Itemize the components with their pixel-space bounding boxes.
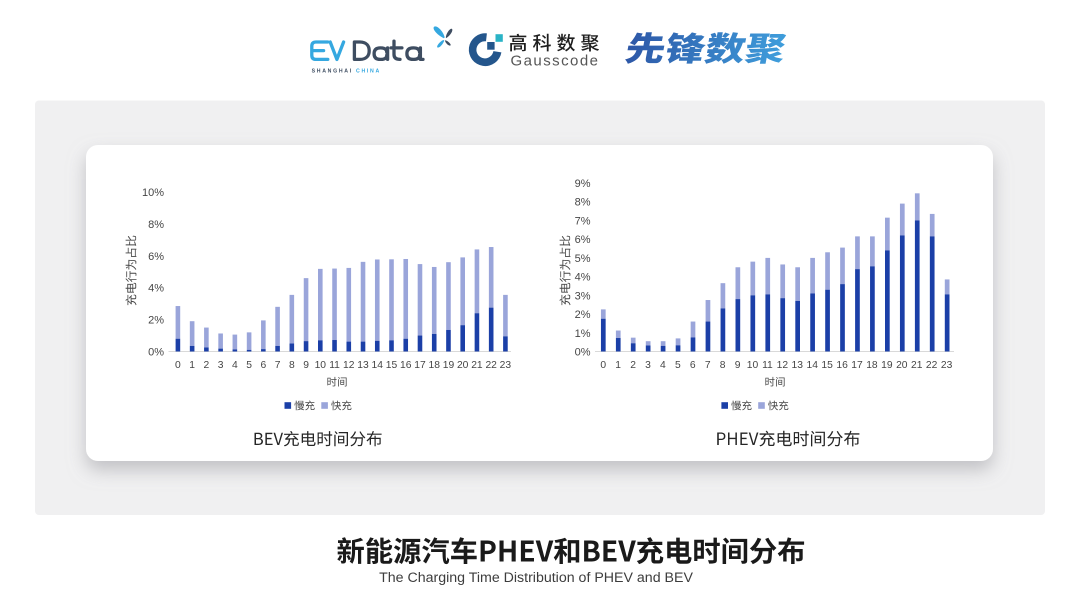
svg-text:4%: 4%	[575, 272, 591, 284]
svg-text:20: 20	[896, 360, 908, 371]
svg-text:9: 9	[303, 360, 309, 371]
svg-text:3: 3	[645, 360, 651, 371]
svg-text:2%: 2%	[148, 315, 164, 327]
svg-text:5: 5	[675, 360, 681, 371]
svg-text:8%: 8%	[575, 197, 591, 209]
svg-text:10: 10	[747, 360, 759, 371]
svg-text:15: 15	[821, 360, 833, 371]
svg-text:5%: 5%	[575, 253, 591, 265]
svg-text:9%: 9%	[575, 178, 591, 190]
svg-text:10: 10	[315, 360, 327, 371]
svg-text:8: 8	[720, 360, 726, 371]
svg-text:8%: 8%	[148, 219, 164, 231]
svg-text:6: 6	[690, 360, 696, 371]
svg-text:4: 4	[232, 360, 238, 371]
svg-text:2: 2	[630, 360, 636, 371]
svg-text:16: 16	[836, 360, 848, 371]
svg-text:Gausscode: Gausscode	[511, 53, 600, 70]
svg-text:22: 22	[926, 360, 938, 371]
svg-text:0: 0	[175, 360, 181, 371]
svg-text:12: 12	[343, 360, 355, 371]
svg-text:2: 2	[204, 360, 210, 371]
svg-text:5: 5	[246, 360, 252, 371]
svg-text:2%: 2%	[575, 309, 591, 321]
svg-text:1: 1	[189, 360, 195, 371]
svg-text:6: 6	[260, 360, 266, 371]
svg-text:18: 18	[428, 360, 440, 371]
svg-text:1: 1	[615, 360, 621, 371]
svg-text:21: 21	[911, 360, 923, 371]
svg-text:The Charging Time Distribution: The Charging Time Distribution of PHEV a…	[379, 570, 693, 586]
svg-text:18: 18	[866, 360, 878, 371]
svg-text:8: 8	[289, 360, 295, 371]
svg-text:12: 12	[777, 360, 789, 371]
svg-text:7: 7	[275, 360, 281, 371]
svg-text:19: 19	[881, 360, 893, 371]
svg-text:15: 15	[386, 360, 398, 371]
svg-text:6%: 6%	[575, 234, 591, 246]
svg-text:1%: 1%	[575, 328, 591, 340]
svg-text:19: 19	[443, 360, 455, 371]
svg-text:21: 21	[471, 360, 483, 371]
svg-text:7%: 7%	[575, 215, 591, 227]
svg-text:7: 7	[705, 360, 711, 371]
svg-text:0%: 0%	[148, 347, 164, 359]
svg-text:23: 23	[500, 360, 512, 371]
svg-text:20: 20	[457, 360, 469, 371]
svg-text:16: 16	[400, 360, 412, 371]
svg-text:11: 11	[329, 360, 340, 371]
svg-text:17: 17	[414, 360, 426, 371]
svg-text:0: 0	[600, 360, 606, 371]
svg-text:13: 13	[792, 360, 804, 371]
svg-text:9: 9	[735, 360, 741, 371]
svg-text:14: 14	[806, 360, 818, 371]
svg-text:6%: 6%	[148, 251, 164, 263]
svg-text:14: 14	[372, 360, 384, 371]
svg-text:13: 13	[357, 360, 369, 371]
svg-text:22: 22	[485, 360, 497, 371]
svg-text:4: 4	[660, 360, 666, 371]
svg-text:SHANGHAI CHINA: SHANGHAI CHINA	[312, 69, 381, 75]
svg-text:3%: 3%	[575, 290, 591, 302]
svg-text:10%: 10%	[142, 187, 164, 199]
svg-text:3: 3	[218, 360, 224, 371]
svg-text:23: 23	[941, 360, 953, 371]
svg-text:17: 17	[851, 360, 863, 371]
svg-text:4%: 4%	[148, 283, 164, 295]
svg-text:11: 11	[762, 360, 773, 371]
svg-text:0%: 0%	[575, 347, 591, 359]
